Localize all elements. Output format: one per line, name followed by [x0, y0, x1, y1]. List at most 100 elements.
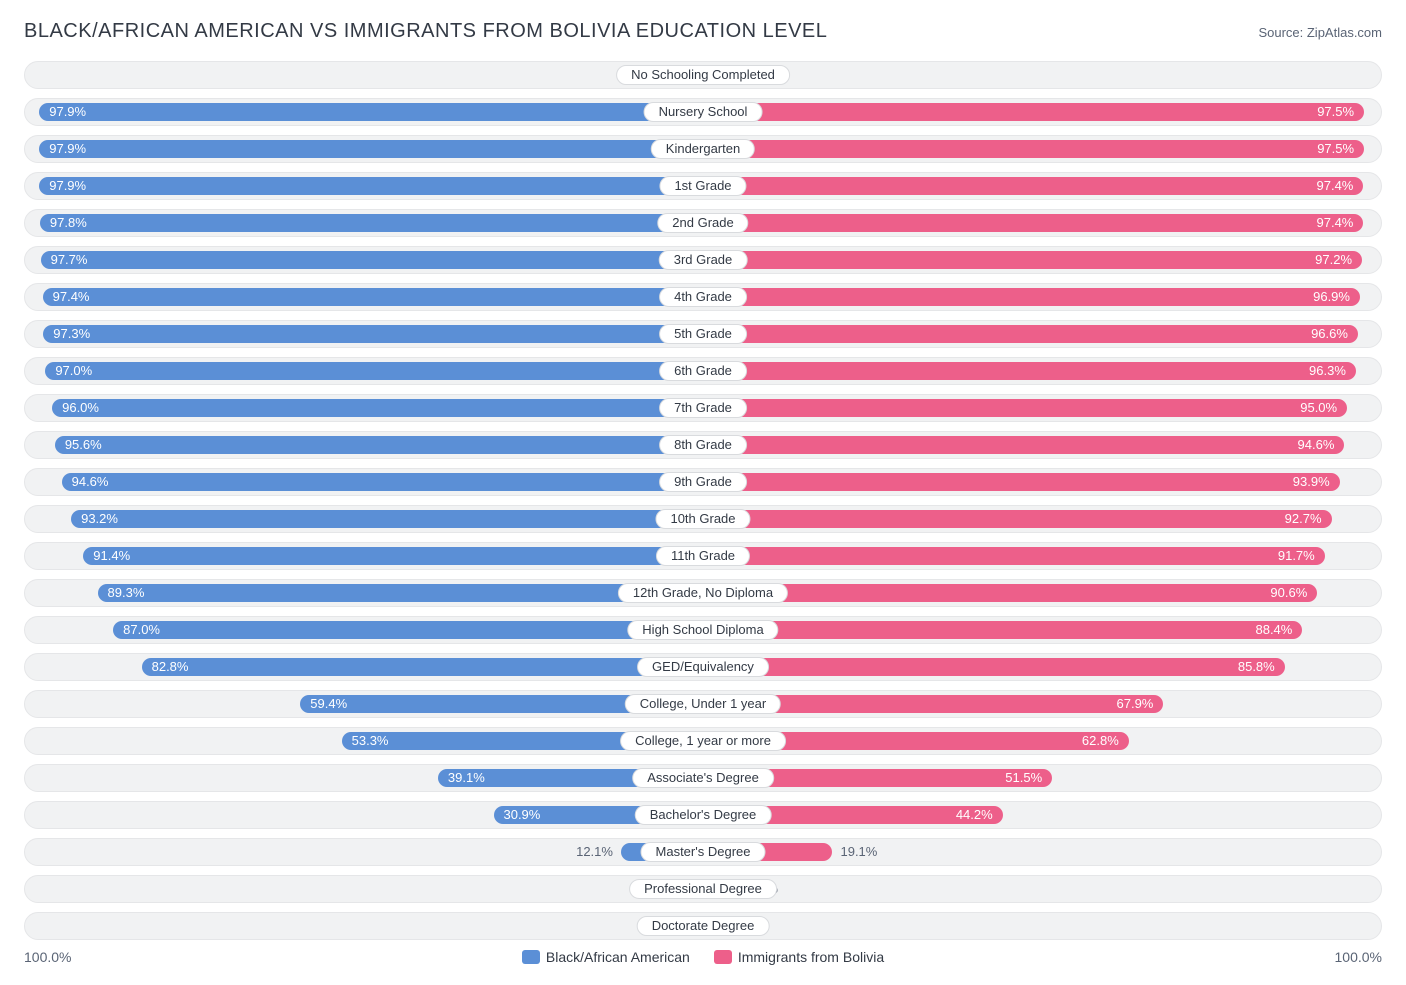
bar-left: [39, 177, 703, 195]
chart-row: 82.8%85.8%GED/Equivalency: [24, 653, 1382, 681]
chart-row: 89.3% 90.6% 12th Grade, No Diploma: [24, 579, 1382, 607]
bar-right: [703, 621, 1302, 639]
category-label: 2nd Grade: [657, 213, 748, 233]
bar-right-value: 93.9%: [1293, 469, 1340, 495]
bar-right: [703, 658, 1285, 676]
bar-right: [703, 325, 1358, 343]
chart-row: 91.4% 91.7% 11th Grade: [24, 542, 1382, 570]
bar-left-value: 12.1%: [576, 839, 621, 865]
bar-left-value: 96.0%: [52, 395, 99, 421]
bar-left-value: 97.0%: [45, 358, 92, 384]
chart-row: 12.1% 19.1% Master's Degree: [24, 838, 1382, 866]
bar-right: [703, 288, 1360, 306]
category-label: GED/Equivalency: [637, 657, 769, 677]
category-label: 11th Grade: [656, 546, 750, 566]
source-name: ZipAtlas.com: [1307, 25, 1382, 40]
chart-title: BLACK/AFRICAN AMERICAN VS IMMIGRANTS FRO…: [24, 20, 827, 43]
category-label: 10th Grade: [655, 509, 750, 529]
bar-left-value: 91.4%: [83, 543, 130, 569]
category-label: 8th Grade: [659, 435, 747, 455]
bar-right: [703, 362, 1356, 380]
bar-left-value: 94.6%: [62, 469, 109, 495]
chart-row: 53.3%62.8%College, 1 year or more: [24, 727, 1382, 755]
chart-row: 39.1%51.5%Associate's Degree: [24, 764, 1382, 792]
bar-left-value: 87.0%: [113, 617, 160, 643]
bar-right-value: 85.8%: [1238, 654, 1285, 680]
category-label: 3rd Grade: [659, 250, 748, 270]
legend-item-right: Immigrants from Bolivia: [714, 949, 884, 965]
chart-row: 95.6% 94.6% 8th Grade: [24, 431, 1382, 459]
chart-row: 97.7% 97.2% 3rd Grade: [24, 246, 1382, 274]
category-label: 6th Grade: [659, 361, 747, 381]
bar-left-value: 93.2%: [71, 506, 118, 532]
bar-left-value: 97.9%: [39, 173, 86, 199]
category-label: Associate's Degree: [632, 768, 774, 788]
bar-left-value: 97.8%: [40, 210, 87, 236]
left-axis-max: 100.0%: [24, 949, 71, 965]
bar-right: [703, 584, 1317, 602]
bar-left-value: 89.3%: [98, 580, 145, 606]
bar-right: [703, 510, 1332, 528]
bar-right: [703, 251, 1362, 269]
bar-right-value: 91.7%: [1278, 543, 1325, 569]
bar-left-value: 95.6%: [55, 432, 102, 458]
bar-right-value: 96.9%: [1313, 284, 1360, 310]
bar-right-value: 44.2%: [956, 802, 1003, 828]
bar-left: [98, 584, 703, 602]
chart-row: 97.3%96.6%5th Grade: [24, 320, 1382, 348]
source-prefix: Source:: [1258, 25, 1306, 40]
bar-right-value: 94.6%: [1298, 432, 1345, 458]
legend-label-right: Immigrants from Bolivia: [738, 949, 884, 965]
category-label: 12th Grade, No Diploma: [618, 583, 788, 603]
bar-right-value: 96.6%: [1311, 321, 1358, 347]
chart-row: 97.4%96.9%4th Grade: [24, 283, 1382, 311]
bar-left: [55, 436, 703, 454]
chart-row: 30.9%44.2%Bachelor's Degree: [24, 801, 1382, 829]
right-axis-max: 100.0%: [1335, 949, 1382, 965]
category-label: Professional Degree: [629, 879, 777, 899]
bar-right-value: 96.3%: [1309, 358, 1356, 384]
category-label: 4th Grade: [659, 287, 747, 307]
bar-left: [43, 288, 703, 306]
bar-left: [142, 658, 703, 676]
bar-right: [703, 177, 1363, 195]
category-label: Master's Degree: [641, 842, 766, 862]
bar-right-value: 95.0%: [1300, 395, 1347, 421]
bar-right-value: 62.8%: [1082, 728, 1129, 754]
bar-left-value: 39.1%: [438, 765, 485, 791]
bar-left: [45, 362, 703, 380]
bar-left: [39, 103, 703, 121]
chart-row: 97.9%97.4%1st Grade: [24, 172, 1382, 200]
bar-right-value: 97.5%: [1317, 136, 1364, 162]
chart-row: 87.0%88.4%High School Diploma: [24, 616, 1382, 644]
source-attribution: Source: ZipAtlas.com: [1258, 25, 1382, 40]
chart-row: 3.4%5.5%Professional Degree: [24, 875, 1382, 903]
bar-right-value: 97.2%: [1315, 247, 1362, 273]
bar-left: [113, 621, 703, 639]
bar-left: [83, 547, 703, 565]
chart-row: 97.8% 97.4% 2nd Grade: [24, 209, 1382, 237]
bar-left-value: 97.7%: [41, 247, 88, 273]
bar-right: [703, 547, 1325, 565]
bar-right: [703, 436, 1344, 454]
legend: Black/African American Immigrants from B…: [522, 949, 884, 965]
bar-right-value: 92.7%: [1285, 506, 1332, 532]
chart-row: 2.1%2.5%No Schooling Completed: [24, 61, 1382, 89]
bar-left: [62, 473, 703, 491]
diverging-bar-chart: 2.1%2.5%No Schooling Completed97.9%97.5%…: [24, 61, 1382, 940]
bar-left-value: 30.9%: [493, 802, 540, 828]
bar-right-value: 97.4%: [1317, 210, 1364, 236]
bar-left-value: 59.4%: [300, 691, 347, 717]
bar-right-value: 19.1%: [832, 839, 877, 865]
category-label: High School Diploma: [627, 620, 778, 640]
chart-row: 1.4%2.3%Doctorate Degree: [24, 912, 1382, 940]
chart-row: 97.9%97.5%Kindergarten: [24, 135, 1382, 163]
bar-right: [703, 140, 1364, 158]
legend-swatch-right: [714, 950, 732, 964]
bar-right: [703, 214, 1363, 232]
legend-item-left: Black/African American: [522, 949, 690, 965]
chart-row: 97.9%97.5%Nursery School: [24, 98, 1382, 126]
chart-row: 94.6%93.9%9th Grade: [24, 468, 1382, 496]
bar-right-value: 90.6%: [1270, 580, 1317, 606]
bar-right: [703, 103, 1364, 121]
